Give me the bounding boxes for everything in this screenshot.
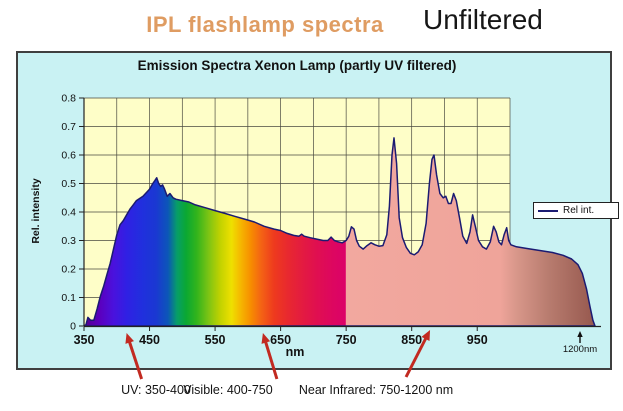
y-axis-label: Rel. intensity	[30, 178, 42, 244]
x-axis-label: nm	[285, 345, 305, 359]
chart-title: Emission Spectra Xenon Lamp (partly UV f…	[137, 58, 457, 73]
annotation-uv: UV: 350-400	[121, 383, 191, 397]
legend-line-icon	[538, 209, 558, 212]
annotation-nir: Near Infrared: 750-1200 nm	[298, 383, 454, 397]
chart-panel	[16, 51, 612, 370]
end-scale-label: 1200nm	[562, 344, 598, 355]
unfiltered-label: Unfiltered	[423, 4, 543, 35]
legend-label: Rel int.	[563, 205, 595, 216]
annotation-visible: Visible: 400-750	[183, 383, 273, 397]
legend: Rel int.	[533, 202, 619, 219]
page-heading: IPL flashlamp spectra	[146, 12, 384, 37]
